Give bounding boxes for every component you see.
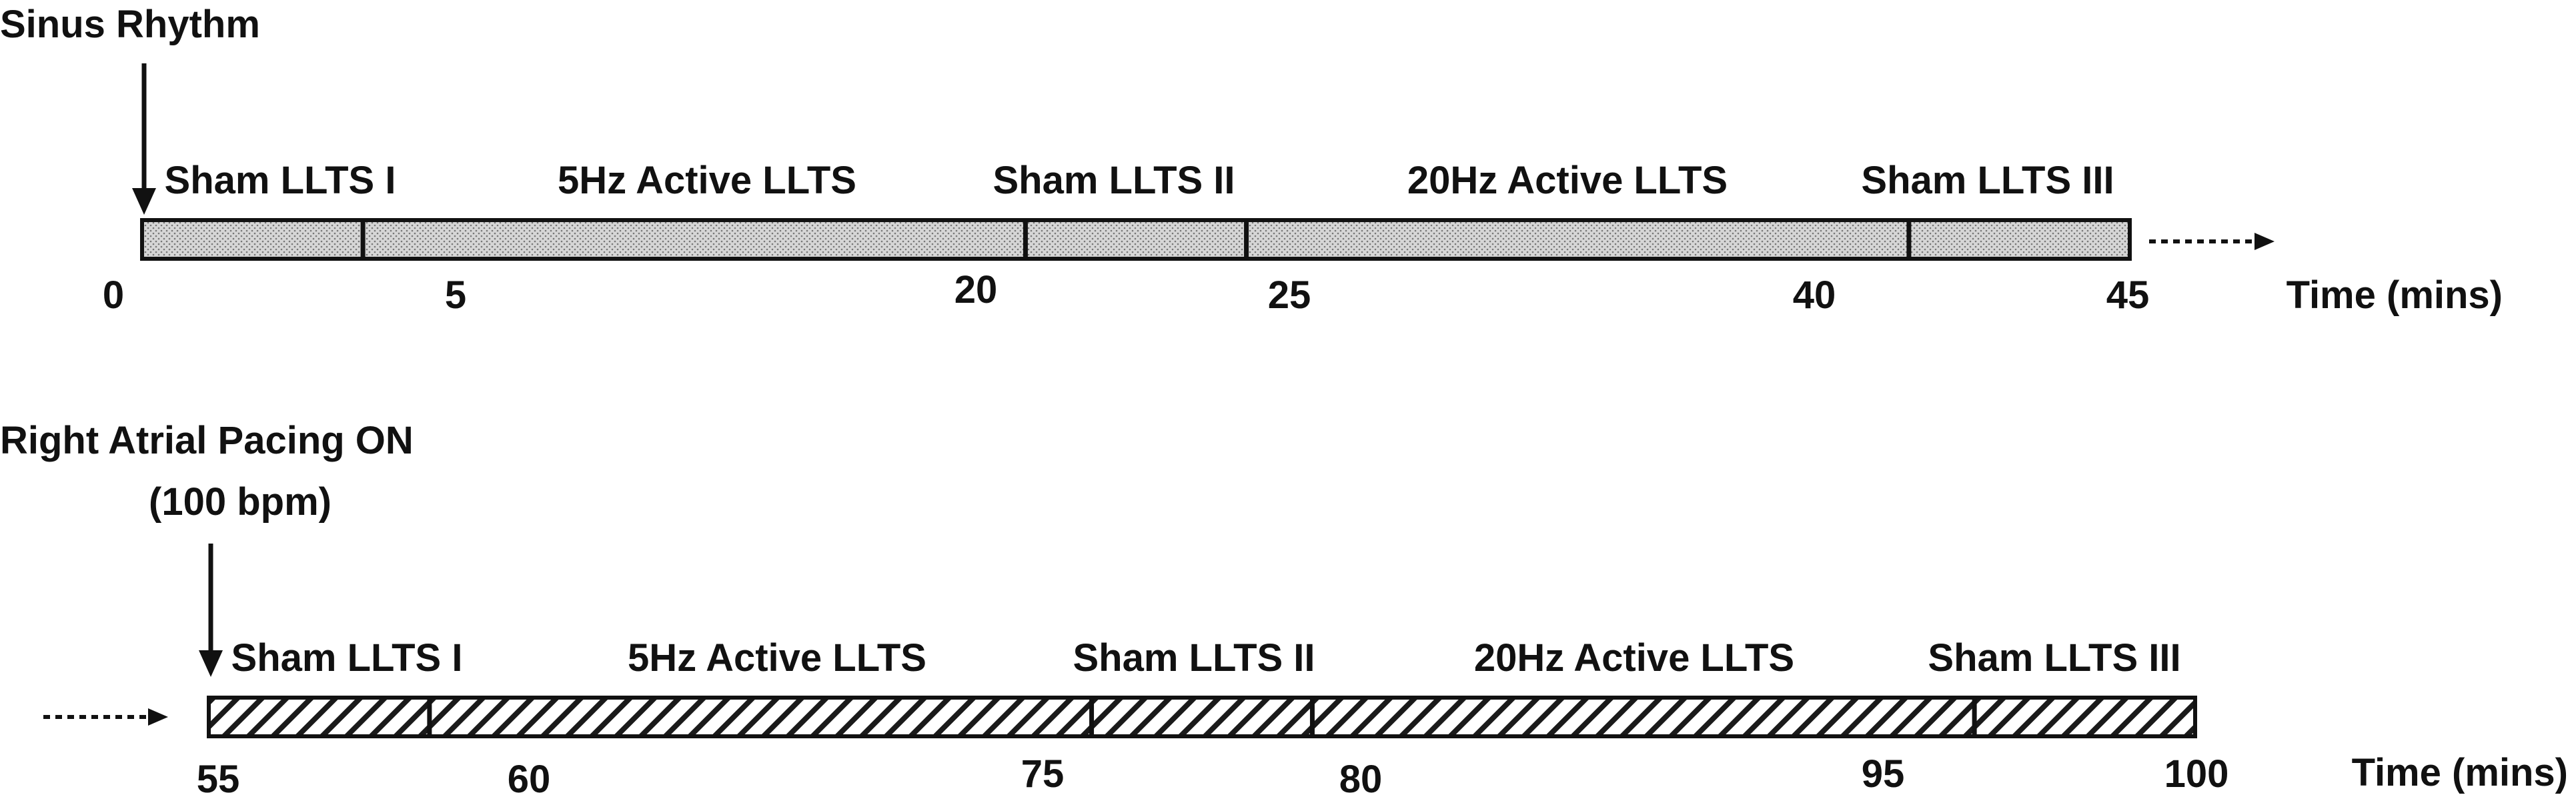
sinus-rhythm-label: Sinus Rhythm xyxy=(0,3,260,46)
t1-segment-label-sham-1: Sham LLTS I xyxy=(165,159,396,202)
pacing-rate-label: (100 bpm) xyxy=(149,480,332,524)
t1-segment-label-sham-3: Sham LLTS III xyxy=(1861,159,2114,202)
t2-segment-label-sham-3: Sham LLTS III xyxy=(1928,636,2180,680)
t1-segment-label-sham-2: Sham LLTS II xyxy=(993,159,1235,202)
t1-tick-45: 45 xyxy=(2106,273,2150,317)
t2-segment-label-sham-2: Sham LLTS II xyxy=(1073,636,1315,680)
t2-tick-95: 95 xyxy=(1862,752,1905,796)
t1-tick-25: 25 xyxy=(1268,273,1311,317)
timeline1-dividers xyxy=(360,220,1912,259)
pacing-arrowhead xyxy=(199,650,223,677)
t2-tick-100: 100 xyxy=(2164,752,2229,796)
t1-tick-0: 0 xyxy=(103,273,124,317)
t2-tick-80: 80 xyxy=(1339,758,1383,801)
t2-incoming-arrowhead xyxy=(148,708,168,726)
t2-segment-label-5hz: 5Hz Active LLTS xyxy=(628,636,926,680)
t2-tick-75: 75 xyxy=(1021,752,1065,796)
t1-tick-5: 5 xyxy=(445,273,466,317)
t2-axis-label: Time (mins) xyxy=(2352,751,2568,794)
timeline2-dividers xyxy=(427,698,1977,736)
t1-segment-label-20hz: 20Hz Active LLTS xyxy=(1407,159,1728,202)
pacing-on-label: Right Atrial Pacing ON xyxy=(0,419,414,462)
sinus-rhythm-arrowhead xyxy=(132,188,156,215)
t2-segment-label-20hz: 20Hz Active LLTS xyxy=(1474,636,1794,680)
t2-tick-60: 60 xyxy=(508,758,551,801)
t1-continuation-arrowhead xyxy=(2255,233,2275,250)
t1-axis-label: Time (mins) xyxy=(2287,273,2503,317)
t1-segment-label-5hz: 5Hz Active LLTS xyxy=(558,159,856,202)
timeline1-bar xyxy=(140,218,2132,261)
t2-segment-label-sham-1: Sham LLTS I xyxy=(231,636,463,680)
t2-tick-55: 55 xyxy=(197,758,240,801)
timeline2-bar xyxy=(207,696,2197,738)
t1-tick-40: 40 xyxy=(1793,273,1836,317)
timeline-right-atrial-pacing: Right Atrial Pacing ON (100 bpm) Sham LL… xyxy=(0,419,2568,801)
timeline-sinus-rhythm: Sinus Rhythm Sham LLTS I 5Hz Active LLTS… xyxy=(0,3,2503,317)
t1-tick-20: 20 xyxy=(954,268,998,311)
